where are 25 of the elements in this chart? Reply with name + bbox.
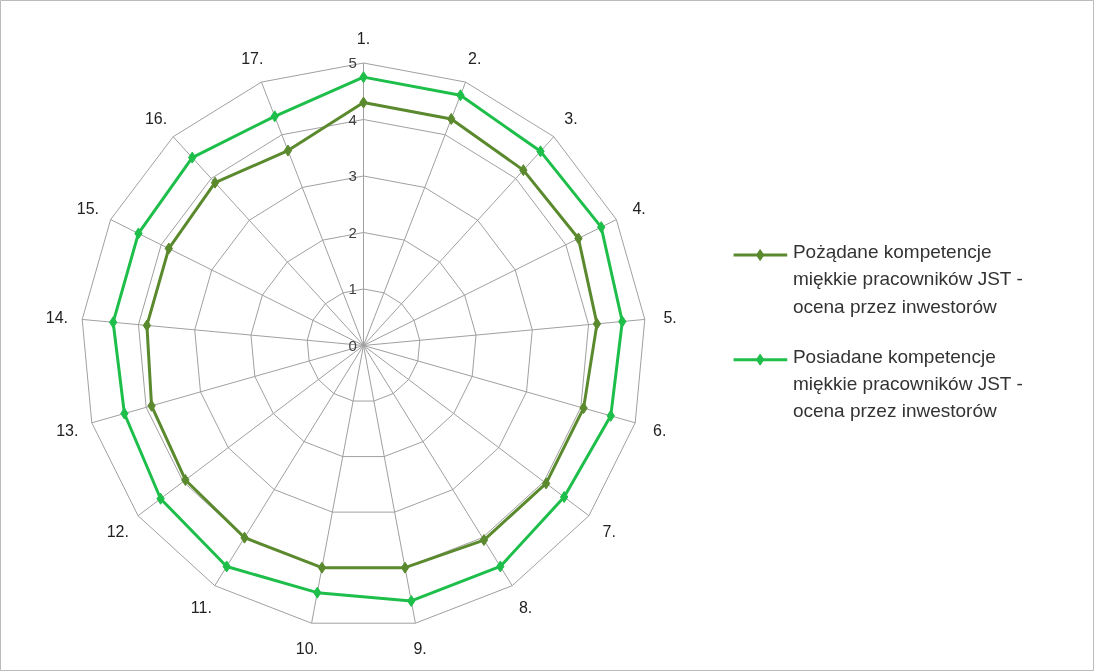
spoke-label: 2. [468, 50, 482, 68]
spoke-label: 14. [45, 309, 69, 327]
spoke-label: 5. [663, 309, 677, 327]
spoke-label: 6. [653, 421, 667, 439]
spoke-label: 9. [413, 640, 427, 658]
legend-label: Posiadane kompetencje miękkie pracowników JST - ocena przez inwestorów [792, 345, 1023, 422]
spoke-label: 4. [632, 200, 646, 218]
spoke-label: 13. [56, 421, 79, 439]
y-tick-label: 2 [348, 223, 357, 241]
spoke-label: 11. [190, 599, 212, 617]
spoke-label: 16. [144, 109, 168, 127]
y-tick-label: 4 [348, 110, 357, 128]
spoke-label: 10. [295, 640, 319, 658]
y-tick-label: 3 [348, 167, 357, 184]
spoke-label: 12. [106, 523, 129, 541]
y-tick-label: 1 [348, 280, 357, 297]
y-tick-label: 0 [348, 336, 357, 354]
spoke-label: 15. [76, 200, 99, 218]
y-tick-label: 5 [348, 54, 357, 71]
spoke-label: 3. [564, 109, 578, 127]
spoke-label: 7. [602, 523, 616, 541]
spoke-label: 17. [241, 50, 264, 68]
spoke-label: 1. [356, 29, 371, 47]
spoke-label: 8. [518, 599, 533, 617]
legend-label: Pożądane kompetencje miękkie pracowników JST - ocena przez inwestorów [792, 240, 1023, 317]
